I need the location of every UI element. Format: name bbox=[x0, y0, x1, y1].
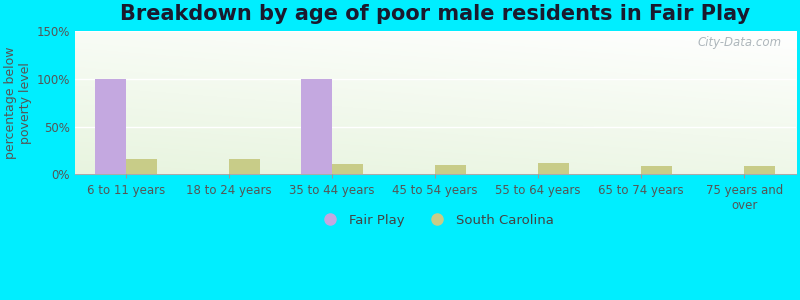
Legend: Fair Play, South Carolina: Fair Play, South Carolina bbox=[312, 209, 558, 232]
Bar bbox=[744, 166, 775, 175]
Bar bbox=[302, 79, 332, 175]
Bar bbox=[332, 164, 363, 175]
Bar bbox=[642, 166, 672, 175]
Bar bbox=[538, 163, 569, 175]
Bar bbox=[435, 165, 466, 175]
Text: City-Data.com: City-Data.com bbox=[698, 36, 782, 49]
Bar bbox=[95, 79, 126, 175]
Title: Breakdown by age of poor male residents in Fair Play: Breakdown by age of poor male residents … bbox=[120, 4, 750, 24]
Y-axis label: percentage below
poverty level: percentage below poverty level bbox=[4, 46, 32, 159]
Bar bbox=[229, 159, 260, 175]
Bar bbox=[126, 159, 157, 175]
